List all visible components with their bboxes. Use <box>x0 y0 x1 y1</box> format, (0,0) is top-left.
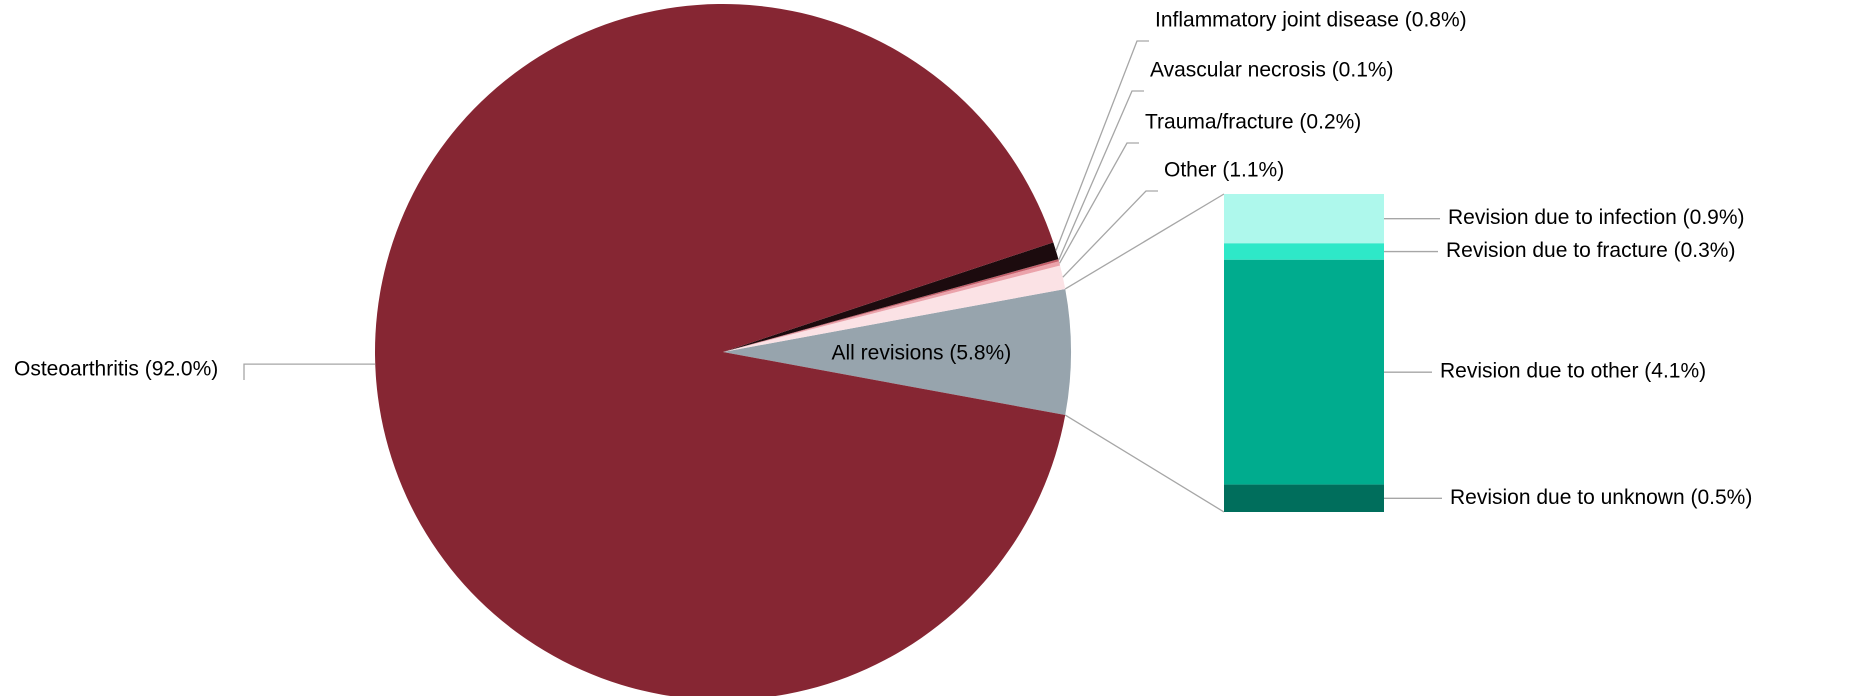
pie-slice <box>723 265 1066 352</box>
pie-slice <box>723 259 1059 352</box>
connector-line <box>1064 193 1225 290</box>
pie-slice <box>723 288 1071 416</box>
bar-segment <box>1224 259 1384 485</box>
leader-line <box>243 363 376 380</box>
slice-label: Trauma/fracture (0.2%) <box>1145 111 1361 134</box>
slice-label: Avascular necrosis (0.1%) <box>1150 59 1394 82</box>
leader-line <box>1058 90 1144 261</box>
leader-line <box>1062 190 1158 278</box>
slice-label: Other (1.1%) <box>1164 159 1284 182</box>
slice-label: Osteoarthritis (92.0%) <box>14 358 218 381</box>
bar-segment <box>1224 243 1384 260</box>
leader-line <box>1058 142 1139 264</box>
leader-line <box>1055 40 1149 251</box>
bar-segment <box>1224 194 1384 244</box>
pie-slice <box>375 3 1066 696</box>
slice-label: All revisions (5.8%) <box>831 342 1011 365</box>
bar-segment <box>1224 484 1384 512</box>
bar-label: Revision due to other (4.1%) <box>1440 360 1706 383</box>
pie-slice <box>723 242 1059 352</box>
bar-label: Revision due to infection (0.9%) <box>1448 206 1745 229</box>
pie-slice <box>723 261 1061 352</box>
slice-label: Inflammatory joint disease (0.8%) <box>1155 9 1467 32</box>
bar-label: Revision due to fracture (0.3%) <box>1446 239 1735 262</box>
bar-label: Revision due to unknown (0.5%) <box>1450 486 1752 509</box>
connector-line <box>1064 414 1225 513</box>
